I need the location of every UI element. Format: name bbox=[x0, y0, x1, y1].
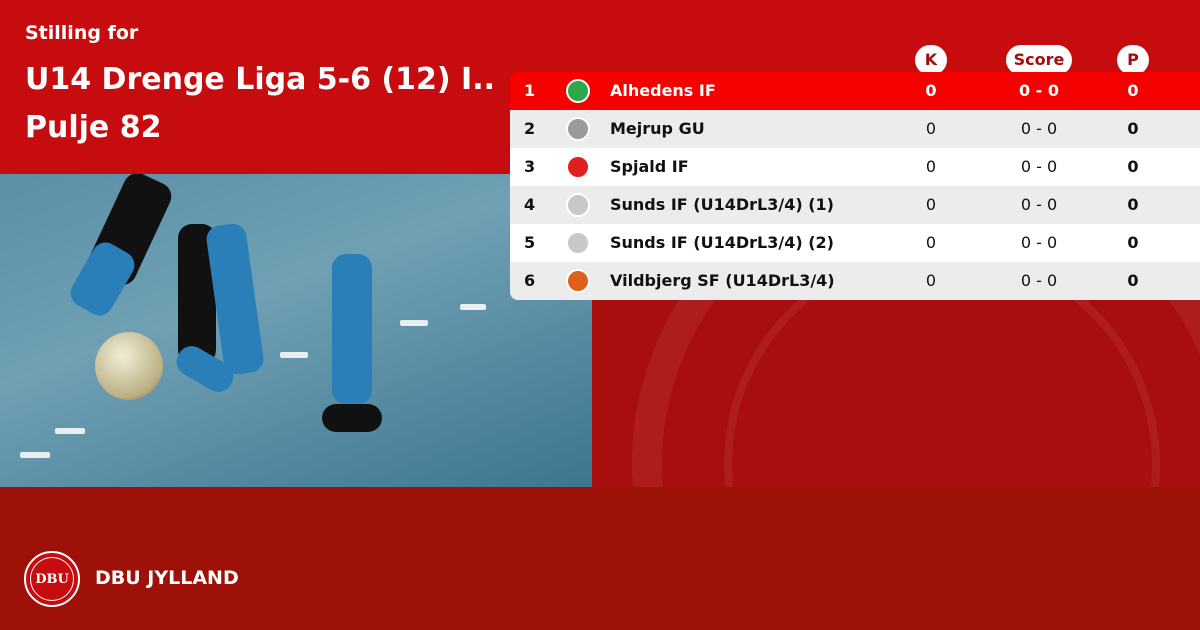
table-row[interactable]: 3 Spjald IF 0 0 - 0 0 bbox=[510, 148, 1200, 186]
cell-p: 0 bbox=[1127, 195, 1139, 214]
cell-rank: 2 bbox=[524, 119, 536, 138]
team-logo-icon bbox=[566, 269, 590, 293]
cell-p: 0 bbox=[1127, 271, 1139, 290]
team-logo-icon bbox=[566, 117, 590, 141]
table-row[interactable]: 5 Sunds IF (U14DrL3/4) (2) 0 0 - 0 0 bbox=[510, 224, 1200, 262]
column-header-k: K bbox=[915, 45, 947, 75]
cell-p: 0 bbox=[1127, 233, 1139, 252]
table-row[interactable]: 4 Sunds IF (U14DrL3/4) (1) 0 0 - 0 0 bbox=[510, 186, 1200, 224]
cell-rank: 1 bbox=[524, 81, 536, 100]
cell-score: 0 - 0 bbox=[1020, 271, 1058, 290]
cell-p: 0 bbox=[1127, 119, 1139, 138]
cell-team: Sunds IF (U14DrL3/4) (2) bbox=[610, 233, 834, 252]
cell-score: 0 - 0 bbox=[1020, 157, 1058, 176]
team-logo-icon bbox=[566, 231, 590, 255]
dbu-logo-text: DBU bbox=[35, 571, 69, 587]
cell-rank: 4 bbox=[524, 195, 536, 214]
cell-k: 0 bbox=[925, 119, 937, 138]
standings-table: 1 Alhedens IF 0 0 - 0 0 2 Mejrup GU 0 0 - 0 0 3 Spj… bbox=[510, 72, 1200, 300]
team-logo-icon bbox=[566, 79, 590, 103]
page-title: U14 Drenge Liga 5-6 (12) I.. Pulje 82 bbox=[25, 56, 505, 152]
table-row[interactable]: 1 Alhedens IF 0 0 - 0 0 bbox=[510, 72, 1200, 110]
cell-k: 0 bbox=[925, 157, 937, 176]
cell-k: 0 bbox=[925, 195, 937, 214]
cell-team: Mejrup GU bbox=[610, 119, 705, 138]
cell-team: Vildbjerg SF (U14DrL3/4) bbox=[610, 271, 835, 290]
table-row[interactable]: 6 Vildbjerg SF (U14DrL3/4) 0 0 - 0 0 bbox=[510, 262, 1200, 300]
cell-score: 0 - 0 bbox=[1018, 81, 1060, 100]
cell-team: Spjald IF bbox=[610, 157, 689, 176]
cell-rank: 3 bbox=[524, 157, 536, 176]
org-name: DBU JYLLAND bbox=[95, 567, 239, 589]
cell-score: 0 - 0 bbox=[1020, 195, 1058, 214]
title-line-1: U14 Drenge Liga 5-6 (12) I.. bbox=[25, 62, 495, 97]
subtitle: Stilling for bbox=[25, 22, 139, 44]
column-header-score: Score bbox=[1006, 45, 1072, 75]
column-header-p: P bbox=[1117, 45, 1149, 75]
team-logo-icon bbox=[566, 193, 590, 217]
futsal-photo bbox=[0, 174, 592, 487]
cell-p: 0 bbox=[1127, 81, 1139, 100]
cell-p: 0 bbox=[1127, 157, 1139, 176]
dbu-logo: DBU bbox=[24, 551, 80, 607]
cell-k: 0 bbox=[925, 81, 937, 100]
title-line-2: Pulje 82 bbox=[25, 110, 162, 145]
cell-rank: 5 bbox=[524, 233, 536, 252]
cell-rank: 6 bbox=[524, 271, 536, 290]
cell-team: Alhedens IF bbox=[610, 81, 716, 100]
cell-k: 0 bbox=[925, 271, 937, 290]
table-row[interactable]: 2 Mejrup GU 0 0 - 0 0 bbox=[510, 110, 1200, 148]
team-logo-icon bbox=[566, 155, 590, 179]
cell-score: 0 - 0 bbox=[1020, 119, 1058, 138]
cell-team: Sunds IF (U14DrL3/4) (1) bbox=[610, 195, 834, 214]
cell-score: 0 - 0 bbox=[1020, 233, 1058, 252]
cell-k: 0 bbox=[925, 233, 937, 252]
